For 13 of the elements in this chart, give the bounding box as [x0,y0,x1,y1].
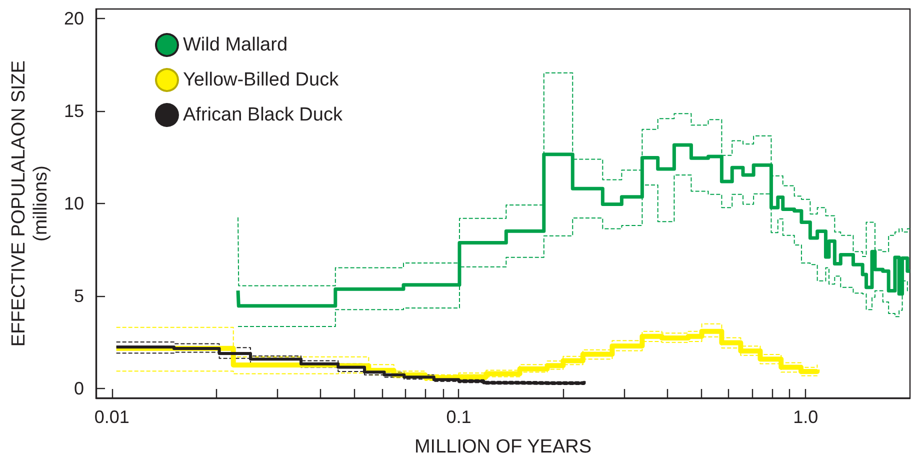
x-tick-label: 0.01 [94,407,130,427]
y-axis-title: EFFECTIVE POPULALAON SIZE (millions) [8,60,52,347]
legend-label: Wild Mallard [183,34,288,56]
y-tick-label: 15 [64,100,84,121]
y-tick-label: 20 [64,8,84,28]
x-tick-label: 1.0 [793,407,818,427]
y-tick-label: 0 [74,378,84,399]
x-tick-label: 0.1 [446,407,472,427]
legend-label: African Black Duck [183,104,343,126]
legend-label: Yellow-Billed Duck [183,70,340,90]
x-axis-title: MILLION OF YEARS [414,436,592,458]
y-tick-label: 10 [64,194,84,214]
y-tick-label: 5 [74,286,84,306]
